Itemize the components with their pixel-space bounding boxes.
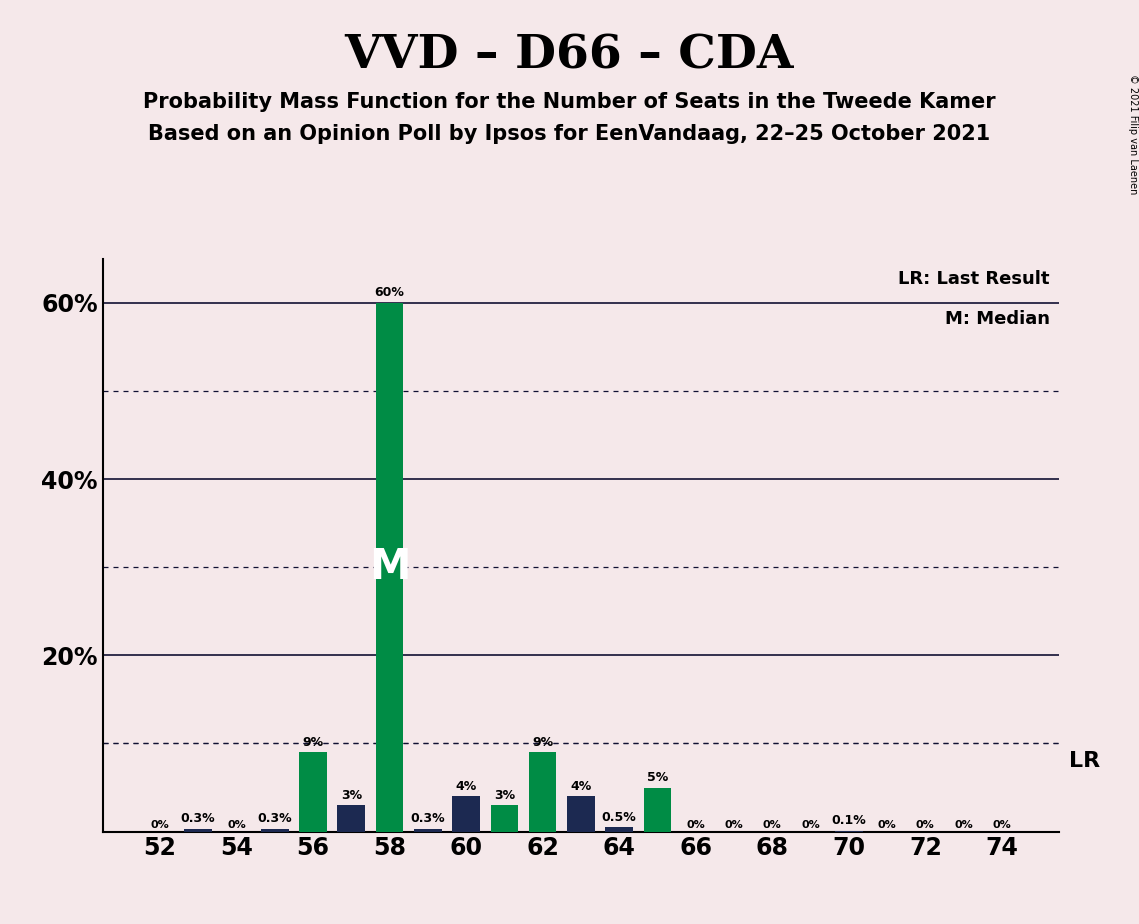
Text: 3%: 3% [341,788,362,802]
Text: 5%: 5% [647,771,669,784]
Bar [185,829,212,832]
Text: 0.5%: 0.5% [601,810,637,823]
Text: 0%: 0% [763,820,781,830]
Bar [491,805,518,832]
Text: 0%: 0% [801,820,820,830]
Bar [376,303,403,832]
Bar [261,829,288,832]
Text: 0.1%: 0.1% [831,814,866,827]
Text: M: M [369,546,410,589]
Text: 4%: 4% [456,780,477,793]
Text: © 2021 Filip van Laenen: © 2021 Filip van Laenen [1129,74,1138,194]
Text: 0%: 0% [954,820,973,830]
Text: 0.3%: 0.3% [181,812,215,825]
Text: 0%: 0% [150,820,170,830]
Text: LR: LR [1068,750,1100,771]
Bar [567,796,595,832]
Text: 3%: 3% [494,788,515,802]
Bar [644,787,671,832]
Text: 9%: 9% [532,736,554,748]
Bar [452,796,480,832]
Text: 0.3%: 0.3% [410,812,445,825]
Text: 0%: 0% [687,820,705,830]
Text: 0%: 0% [878,820,896,830]
Bar [528,752,556,832]
Text: 0%: 0% [916,820,935,830]
Text: 0.3%: 0.3% [257,812,292,825]
Text: VVD – D66 – CDA: VVD – D66 – CDA [345,32,794,79]
Text: 9%: 9% [303,736,323,748]
Text: 0%: 0% [724,820,744,830]
Text: 0%: 0% [992,820,1011,830]
Bar [415,829,442,832]
Text: M: Median: M: Median [944,310,1050,328]
Text: Based on an Opinion Poll by Ipsos for EenVandaag, 22–25 October 2021: Based on an Opinion Poll by Ipsos for Ee… [148,124,991,144]
Text: 0%: 0% [227,820,246,830]
Bar [337,805,364,832]
Bar [300,752,327,832]
Text: LR: Last Result: LR: Last Result [899,270,1050,288]
Text: 60%: 60% [375,286,404,299]
Text: 4%: 4% [571,780,591,793]
Text: Probability Mass Function for the Number of Seats in the Tweede Kamer: Probability Mass Function for the Number… [144,92,995,113]
Bar [606,827,633,832]
